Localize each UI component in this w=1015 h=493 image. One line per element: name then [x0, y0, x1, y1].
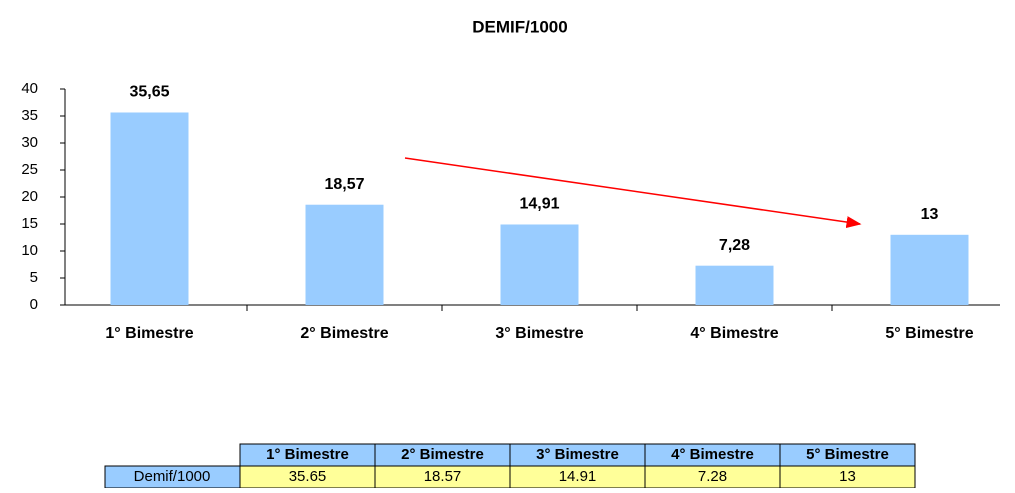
y-tick-label: 10 — [21, 242, 38, 259]
y-tick-label: 25 — [21, 161, 38, 178]
y-tick-label: 20 — [21, 188, 38, 205]
data-label: 14,91 — [519, 196, 559, 213]
trend-arrow — [404, 157, 862, 228]
bar — [890, 234, 969, 305]
cell-value: 14.91 — [559, 468, 597, 485]
data-label: 7,28 — [719, 237, 750, 254]
bar — [500, 224, 579, 305]
x-tick-label: 3° Bimestre — [495, 325, 583, 342]
x-tick-label: 4° Bimestre — [690, 325, 778, 342]
data-label: 13 — [921, 206, 939, 223]
cell-value: 7.28 — [698, 468, 727, 485]
y-tick-label: 40 — [21, 80, 38, 97]
y-tick-label: 15 — [21, 215, 38, 232]
bar — [110, 112, 189, 306]
x-tick-label: 2° Bimestre — [300, 325, 388, 342]
cell-value: 35.65 — [289, 468, 327, 485]
cell-value: 13 — [839, 468, 856, 485]
column-header: 1° Bimestre — [266, 446, 349, 463]
x-tick-label: 1° Bimestre — [105, 325, 193, 342]
cell-value: 18.57 — [424, 468, 462, 485]
bar — [305, 204, 384, 305]
row-header: Demif/1000 — [134, 468, 211, 485]
column-header: 2° Bimestre — [401, 446, 484, 463]
y-tick-label: 30 — [21, 134, 38, 151]
chart-title: DEMIF/1000 — [472, 17, 567, 36]
bar — [695, 265, 774, 305]
column-header: 4° Bimestre — [671, 446, 754, 463]
column-header: 5° Bimestre — [806, 446, 889, 463]
y-tick-label: 35 — [21, 107, 38, 124]
x-tick-label: 5° Bimestre — [885, 325, 973, 342]
data-label: 35,65 — [129, 84, 169, 101]
column-header: 3° Bimestre — [536, 446, 619, 463]
y-tick-label: 5 — [30, 269, 38, 286]
y-tick-label: 0 — [30, 296, 38, 313]
data-label: 18,57 — [324, 176, 364, 193]
